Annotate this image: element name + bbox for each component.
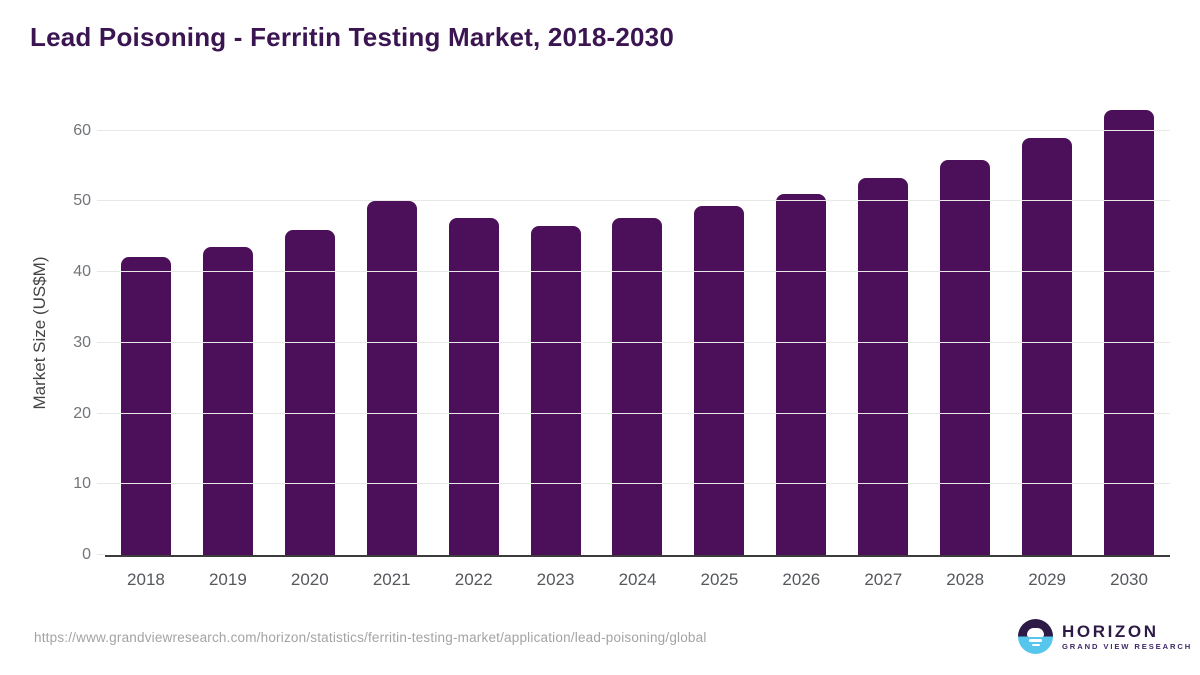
bar-slot-2019 — [187, 110, 269, 555]
logo-text: HORIZON GRAND VIEW RESEARCH — [1062, 623, 1192, 651]
y-tick-label-60: 60 — [73, 121, 91, 139]
bar-2028[interactable] — [940, 159, 991, 555]
x-tick-label-2027: 2027 — [864, 570, 903, 589]
y-axis-tick-40 — [97, 271, 105, 273]
bar-2029[interactable] — [1022, 137, 1073, 555]
sun-icon — [1027, 627, 1044, 637]
bar-slot-2026 — [760, 110, 842, 555]
gridline-50 — [105, 200, 1170, 202]
bar-slot-2029 — [1006, 110, 1088, 555]
x-tick-label-2021: 2021 — [372, 570, 411, 589]
y-tick-label-40: 40 — [73, 263, 91, 281]
bar-slot-2023 — [515, 110, 597, 555]
y-tick-label-30: 30 — [73, 333, 91, 351]
x-tick-label-2030: 2030 — [1110, 570, 1148, 589]
bar-2026[interactable] — [776, 193, 827, 555]
y-axis-tick-10 — [97, 483, 105, 485]
x-tick-label-2026: 2026 — [782, 570, 821, 589]
y-axis-tick-20 — [97, 412, 105, 414]
bar-slot-2024 — [597, 110, 679, 555]
x-tick-label-2028: 2028 — [946, 570, 985, 589]
gridline-30 — [105, 341, 1170, 343]
bar-slot-2025 — [678, 110, 760, 555]
logo-subtitle: GRAND VIEW RESEARCH — [1062, 641, 1193, 651]
y-axis-tick-60 — [97, 129, 105, 131]
horizon-logo-icon — [1018, 619, 1053, 654]
bar-slot-2020 — [269, 110, 351, 555]
bar-slot-2021 — [351, 110, 433, 555]
x-tick-label-2023: 2023 — [536, 570, 575, 589]
gridline-20 — [105, 412, 1170, 414]
sun-reflection-line — [1029, 639, 1042, 642]
y-axis-tick-50 — [97, 200, 105, 202]
bar-slot-2028 — [924, 110, 1006, 555]
bar-2024[interactable] — [612, 217, 663, 555]
y-tick-label-0: 0 — [82, 546, 91, 563]
y-axis-title: Market Size (US$M) — [30, 256, 49, 410]
logo-name: HORIZON — [1062, 621, 1159, 641]
y-axis-tick-0 — [97, 554, 105, 555]
bar-2027[interactable] — [858, 178, 909, 555]
bar-2030[interactable] — [1104, 110, 1155, 555]
bar-slot-2027 — [842, 110, 924, 555]
bar-2020[interactable] — [284, 230, 335, 555]
x-tick-label-2019: 2019 — [208, 570, 247, 589]
bar-slot-2022 — [433, 110, 515, 555]
horizon-logo: HORIZON GRAND VIEW RESEARCH — [1018, 619, 1192, 654]
bar-2023[interactable] — [530, 226, 581, 555]
sun-reflection-line — [1031, 643, 1040, 646]
gridline-10 — [105, 483, 1170, 485]
y-tick-label-10: 10 — [73, 475, 91, 493]
y-axis-tick-30 — [97, 341, 105, 343]
x-tick-label-2022: 2022 — [454, 570, 493, 589]
bar-slot-2030 — [1088, 110, 1170, 555]
gridline-60 — [105, 129, 1170, 131]
plot-area: 0 10 20 30 40 50 60 — [73, 110, 1170, 563]
x-tick-label-2018: 2018 — [127, 570, 165, 589]
bars-row — [105, 110, 1170, 555]
x-tick-label-2025: 2025 — [700, 570, 739, 589]
bar-2021[interactable] — [366, 201, 417, 555]
x-axis-labels: 2018 2019 2020 2021 2022 2023 2024 2025 2026 2027… — [105, 570, 1170, 590]
x-tick-label-2029: 2029 — [1028, 570, 1067, 589]
y-tick-label-20: 20 — [73, 404, 91, 422]
y-tick-label-50: 50 — [73, 192, 91, 210]
gridline-40 — [105, 271, 1170, 273]
x-tick-label-2020: 2020 — [290, 570, 329, 589]
bar-2018[interactable] — [120, 257, 171, 555]
x-tick-label-2024: 2024 — [618, 570, 657, 589]
source-url: https://www.grandviewresearch.com/horizo… — [34, 630, 707, 645]
bar-slot-2018 — [105, 110, 187, 555]
bar-2025[interactable] — [694, 205, 745, 555]
bar-2019[interactable] — [202, 246, 253, 555]
chart-title: Lead Poisoning - Ferritin Testing Market… — [30, 22, 675, 52]
bar-2022[interactable] — [448, 217, 499, 555]
